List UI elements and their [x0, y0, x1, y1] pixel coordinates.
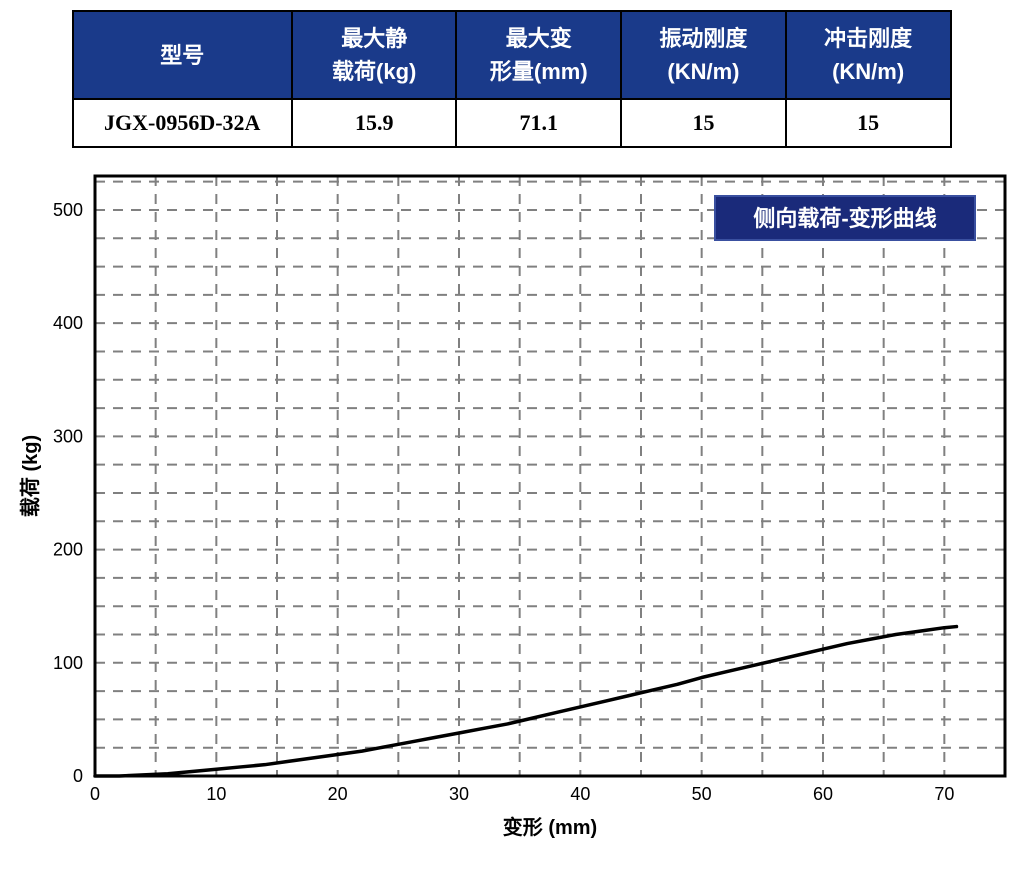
col-model: 型号: [73, 11, 292, 99]
svg-text:10: 10: [206, 784, 226, 804]
table-row: JGX-0956D-32A 15.9 71.1 15 15: [73, 99, 951, 147]
svg-text:70: 70: [934, 784, 954, 804]
svg-text:50: 50: [692, 784, 712, 804]
svg-text:200: 200: [53, 540, 83, 560]
col-vibstf: 振动刚度(KN/m): [621, 11, 786, 99]
svg-text:100: 100: [53, 653, 83, 673]
svg-text:60: 60: [813, 784, 833, 804]
svg-text:侧向载荷-变形曲线: 侧向载荷-变形曲线: [753, 206, 936, 231]
cell-model: JGX-0956D-32A: [73, 99, 292, 147]
spec-table: 型号 最大静载荷(kg) 最大变形量(mm) 振动刚度(KN/m) 冲击刚度(K…: [72, 10, 952, 148]
svg-text:300: 300: [53, 426, 83, 446]
cell-maxload: 15.9: [292, 99, 457, 147]
svg-text:0: 0: [73, 766, 83, 786]
cell-impstf: 15: [786, 99, 951, 147]
cell-vibstf: 15: [621, 99, 786, 147]
svg-text:0: 0: [90, 784, 100, 804]
x-axis-title: 变形 (mm): [503, 815, 597, 839]
series-line: [95, 627, 956, 776]
chart: 0 10 20 30 40 50 60 70 0 100 200 300 400 500 变形 (mm)…: [10, 166, 1010, 856]
svg-text:40: 40: [570, 784, 590, 804]
svg-text:30: 30: [449, 784, 469, 804]
col-maxdef: 最大变形量(mm): [456, 11, 621, 99]
table-header-row: 型号 最大静载荷(kg) 最大变形量(mm) 振动刚度(KN/m) 冲击刚度(K…: [73, 11, 951, 99]
col-impstf: 冲击刚度(KN/m): [786, 11, 951, 99]
svg-text:400: 400: [53, 313, 83, 333]
cell-maxdef: 71.1: [456, 99, 621, 147]
chart-svg: 0 10 20 30 40 50 60 70 0 100 200 300 400 500 变形 (mm)…: [10, 166, 1010, 856]
svg-text:500: 500: [53, 200, 83, 220]
col-maxload: 最大静载荷(kg): [292, 11, 457, 99]
svg-text:20: 20: [328, 784, 348, 804]
y-axis-title: 载荷 (kg): [18, 435, 42, 517]
legend: 侧向载荷-变形曲线: [715, 196, 975, 240]
